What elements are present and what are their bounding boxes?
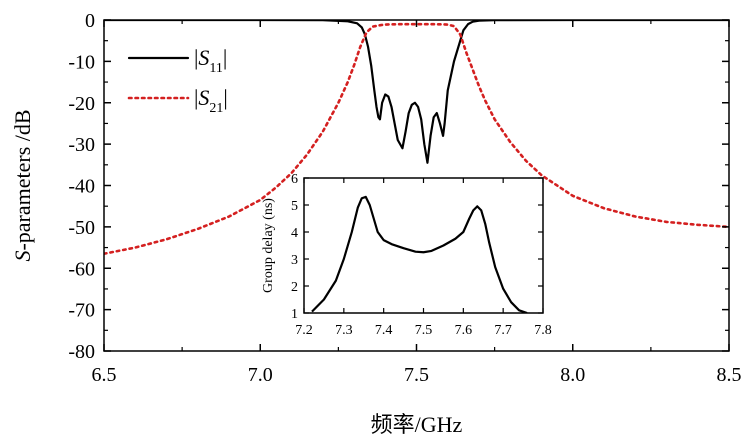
- inset-background: [304, 178, 543, 313]
- x-tick-label: 8.0: [560, 364, 585, 386]
- inset-x-tick-label: 7.8: [534, 323, 552, 338]
- series-lines: [104, 20, 729, 256]
- x-tick-label: 8.5: [717, 364, 742, 386]
- inset-y-tick-label: 3: [291, 253, 298, 268]
- main-plot: 6.5 7.0 7.5 8.0 8.5 0 -10 -20 -30 -40 -50 -60 -70 -80…: [10, 10, 742, 437]
- legend-bar-left: |: [194, 45, 198, 70]
- y-tick-label: -50: [68, 217, 95, 239]
- legend-symbol: S: [198, 85, 209, 110]
- x-tick-label: 7.0: [248, 364, 273, 386]
- inset-y-tick-label: 4: [291, 226, 298, 241]
- y-tick-label: -60: [68, 258, 95, 280]
- legend-label: |S21|: [194, 85, 228, 116]
- y-tick-label: -20: [68, 93, 95, 115]
- legend-label: |S11|: [194, 45, 227, 76]
- y-axis-title-text: -parameters /dB: [10, 109, 35, 250]
- inset-x-tick-label: 7.5: [415, 323, 433, 338]
- y-tick-label: 0: [85, 10, 95, 32]
- inset-y-tick-label: 5: [291, 199, 298, 214]
- series-line-s21: [104, 22, 729, 256]
- y-tick-label: -40: [68, 176, 95, 198]
- x-axis-title: 频率/GHz: [371, 412, 463, 437]
- y-tick-label: -30: [68, 134, 95, 156]
- y-axis-title: S-parameters /dB: [10, 109, 35, 261]
- inset-y-tick-label: 2: [291, 280, 298, 295]
- legend-symbol: S: [198, 45, 209, 70]
- x-tick-label: 6.5: [92, 364, 117, 386]
- y-tick-label: -80: [68, 341, 95, 363]
- inset-x-tick-label: 7.3: [335, 323, 353, 338]
- y-tick-label: -70: [68, 300, 95, 322]
- group-delay-inset: 7.2 7.3 7.4 7.5 7.6 7.7 7.8 1 2 3 4 5 6 Group delay (…: [261, 172, 552, 338]
- inset-x-tick-label: 7.4: [375, 323, 393, 338]
- legend-bar-right: |: [223, 45, 227, 70]
- series-line-s11: [104, 20, 729, 164]
- y-tick-label: -10: [68, 51, 95, 73]
- legend-subscript: 11: [209, 61, 222, 76]
- inset-y-tick-label: 6: [291, 172, 298, 187]
- legend: |S11||S21|: [127, 45, 228, 116]
- x-tick-label: 7.5: [404, 364, 429, 386]
- inset-x-tick-label: 7.2: [295, 323, 313, 338]
- inset-x-tick-label: 7.6: [455, 323, 473, 338]
- inset-y-axis-title: Group delay (ns): [261, 198, 276, 293]
- y-axis-title-symbol: S: [10, 251, 35, 262]
- legend-bar-right: |: [223, 85, 227, 110]
- inset-y-tick-label: 1: [291, 307, 298, 322]
- legend-bar-left: |: [194, 85, 198, 110]
- legend-subscript: 21: [209, 101, 223, 116]
- group-delay-line: [311, 195, 528, 313]
- inset-x-tick-label: 7.7: [494, 323, 512, 338]
